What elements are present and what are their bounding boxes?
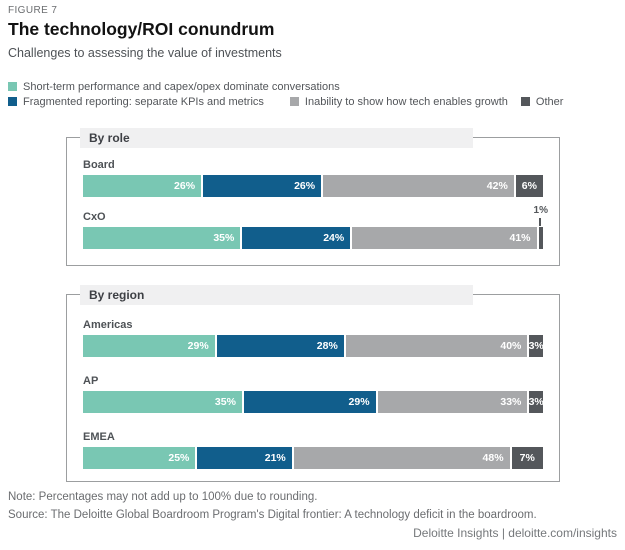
bar-segment: 6% <box>515 175 544 197</box>
bar-category-label: AP <box>83 375 99 387</box>
bar-segment <box>538 227 543 249</box>
legend-item: Fragmented reporting: separate KPIs and … <box>8 96 264 108</box>
section-label-band: By region <box>80 285 473 305</box>
bar-row: CxO 35% 24% 41% 1% <box>83 205 548 249</box>
chart-title: The technology/ROI conundrum <box>8 19 275 39</box>
value-callout: 1% <box>534 205 548 227</box>
bar-segment: 24% <box>242 227 351 249</box>
legend: Short-term performance and capex/opex do… <box>8 79 617 109</box>
bar-value-label: 24% <box>323 232 345 244</box>
bar-value-label: 35% <box>213 232 235 244</box>
section-label: By region <box>89 288 145 302</box>
bar-segment: 3% <box>528 335 544 357</box>
stacked-bar: 35% 29% 33% 3% <box>83 391 544 413</box>
bar-value-label: 26% <box>294 180 316 192</box>
bar-row: Board 26% 26% 42% 6% <box>83 159 544 197</box>
figure-number: FIGURE 7 <box>8 5 58 16</box>
bar-value-label: 33% <box>500 396 522 408</box>
bar-value-label: 40% <box>500 340 522 352</box>
legend-swatch-icon <box>520 97 530 106</box>
callout-tick-line <box>539 218 541 226</box>
stacked-bar: 29% 28% 40% 3% <box>83 335 544 357</box>
section-by-role: By role Board 26% 26% 42% 6% CxO 35% 24% 41% 1% <box>66 128 560 266</box>
bar-row: AP 35% 29% 33% 3% <box>83 375 544 413</box>
bar-value-label: 25% <box>168 452 190 464</box>
bar-rows: Board 26% 26% 42% 6% CxO 35% 24% 41% 1% <box>67 138 559 249</box>
bar-category-label: Board <box>83 159 115 171</box>
section-by-region: By region Americas 29% 28% 40% 3% AP 35% 29% 33%… <box>66 285 560 482</box>
bar-segment: 7% <box>511 447 543 469</box>
stacked-bar: 35% 24% 41% 1% <box>83 205 548 249</box>
bar-value-label: 29% <box>348 396 370 408</box>
callout-value-label: 1% <box>533 205 548 216</box>
bar-row: EMEA 25% 21% 48% 7% <box>83 431 543 469</box>
stacked-bar: 26% 26% 42% 6% <box>83 175 544 197</box>
legend-label: Fragmented reporting: separate KPIs and … <box>23 95 264 108</box>
bar-segment: 35% <box>83 227 241 249</box>
bar-segment: 26% <box>83 175 202 197</box>
stacked-bar: 25% 21% 48% 7% <box>83 447 543 469</box>
chart-subtitle: Challenges to assessing the value of inv… <box>8 46 282 60</box>
legend-label: Other <box>535 95 564 108</box>
bar-rows: Americas 29% 28% 40% 3% AP 35% 29% 33% 3% EMEA 25% 2… <box>67 295 559 469</box>
section-label-band: By role <box>80 128 473 148</box>
bar-segment: 25% <box>83 447 196 469</box>
legend-swatch-icon <box>289 97 299 106</box>
section-label: By role <box>89 131 130 145</box>
bar-value-label: 26% <box>174 180 196 192</box>
bar-value-label: 6% <box>521 180 537 192</box>
legend-item: Short-term performance and capex/opex do… <box>8 81 340 93</box>
bar-value-label: 3% <box>528 340 544 352</box>
bar-value-label: 48% <box>482 452 504 464</box>
legend-label: Short-term performance and capex/opex do… <box>23 80 340 93</box>
bar-segment: 26% <box>203 175 322 197</box>
legend-label: Inability to show how tech enables growt… <box>304 95 508 108</box>
bar-value-label: 7% <box>519 452 535 464</box>
bar-value-label: 3% <box>528 396 544 408</box>
bar-segment: 35% <box>83 391 242 413</box>
bar-segment: 48% <box>293 447 510 469</box>
bar-category-label: Americas <box>83 319 133 331</box>
bar-segment: 40% <box>345 335 528 357</box>
bar-segment: 42% <box>323 175 514 197</box>
bar-value-label: 28% <box>316 340 338 352</box>
bar-segment: 29% <box>243 391 376 413</box>
legend-item: Inability to show how tech enables growt… <box>289 95 508 108</box>
bar-segment: 41% <box>352 227 537 249</box>
bar-value-label: 21% <box>264 452 286 464</box>
legend-swatch-icon <box>8 97 17 106</box>
bar-segment: 21% <box>197 447 292 469</box>
note-text: Note: Percentages may not add up to 100%… <box>8 491 318 503</box>
bar-value-label: 41% <box>509 232 531 244</box>
bar-segment: 33% <box>377 391 528 413</box>
bar-category-label: EMEA <box>83 431 115 443</box>
bar-value-label: 42% <box>486 180 508 192</box>
bar-category-label: CxO <box>83 211 106 223</box>
legend-row: Short-term performance and capex/opex do… <box>8 79 617 94</box>
attribution-text: Deloitte Insights | deloitte.com/insight… <box>413 526 617 540</box>
source-text: Source: The Deloitte Global Boardroom Pr… <box>8 509 537 521</box>
bar-value-label: 29% <box>187 340 209 352</box>
bar-segment: 3% <box>528 391 544 413</box>
bar-segment: 29% <box>83 335 215 357</box>
legend-row: Fragmented reporting: separate KPIs and … <box>8 94 617 109</box>
bar-row: Americas 29% 28% 40% 3% <box>83 319 544 357</box>
bar-value-label: 35% <box>214 396 236 408</box>
legend-swatch-icon <box>8 82 17 91</box>
legend-item: Other <box>520 95 564 108</box>
bar-segment: 28% <box>216 335 344 357</box>
